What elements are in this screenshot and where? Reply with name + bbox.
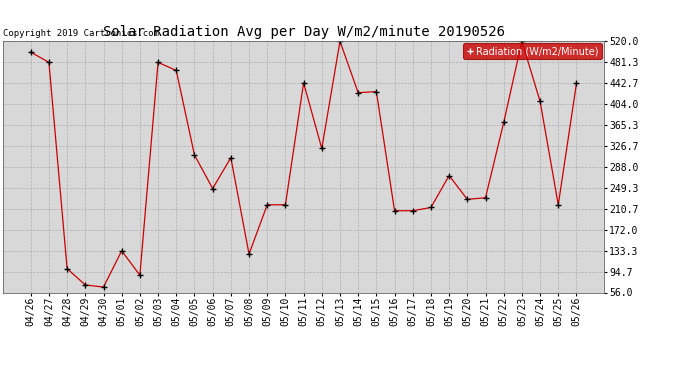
Legend: Radiation (W/m2/Minute): Radiation (W/m2/Minute) <box>463 43 602 59</box>
Title: Solar Radiation Avg per Day W/m2/minute 20190526: Solar Radiation Avg per Day W/m2/minute … <box>103 25 504 39</box>
Text: Copyright 2019 Cartronics.com: Copyright 2019 Cartronics.com <box>3 28 159 38</box>
